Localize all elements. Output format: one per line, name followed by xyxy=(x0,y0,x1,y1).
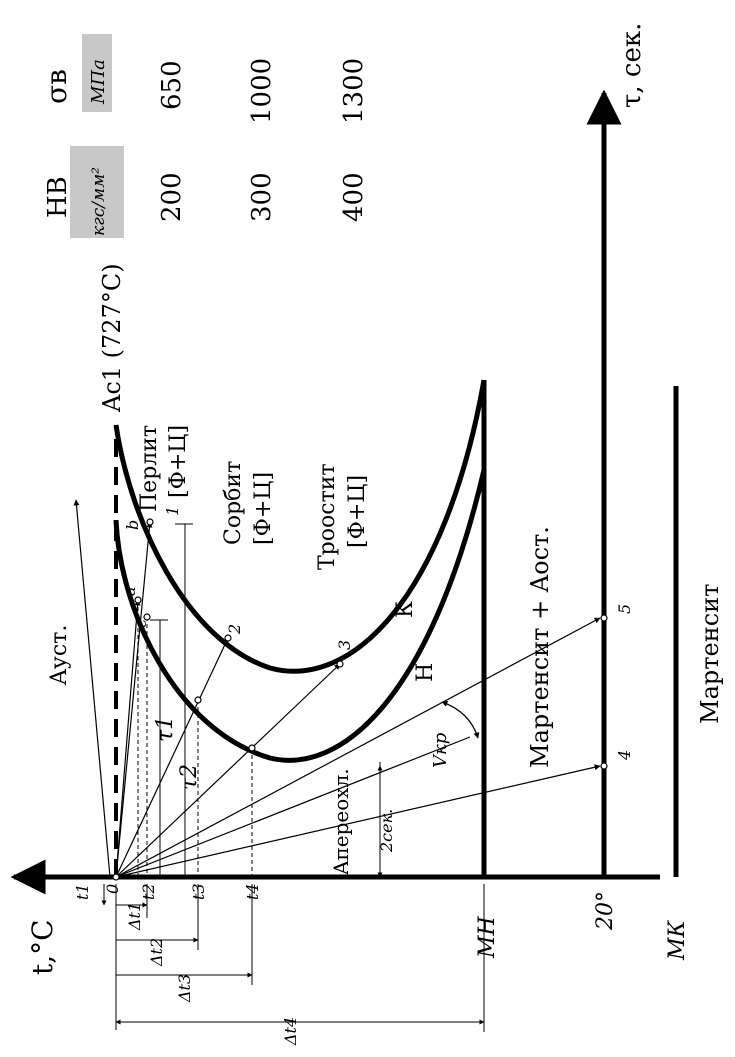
hb-value-400: 400 xyxy=(339,172,369,222)
delta-brackets xyxy=(101,884,485,1032)
hb-value-200: 200 xyxy=(157,172,187,222)
troostite-phase-label: [Ф+Ц] xyxy=(345,475,370,548)
point-a: a xyxy=(120,586,139,596)
hb-value-300: 300 xyxy=(247,172,277,222)
sorbite-label: Сорбит xyxy=(221,461,246,545)
delta-t4-label: Δt4 xyxy=(281,1017,300,1046)
martensite-residual-label: Мартенсит + Aост. xyxy=(526,526,554,768)
curve-start-h xyxy=(113,469,487,763)
tick-t2: t2 xyxy=(139,883,158,900)
point-b: b xyxy=(123,520,142,530)
point-3: 3 xyxy=(335,640,354,650)
tick-mn: MН xyxy=(475,915,500,959)
curve-start-label: Н xyxy=(413,663,438,682)
pearlite-label: Перлит xyxy=(137,425,162,512)
vkr-arrow xyxy=(441,700,480,739)
tick-t3: t3 xyxy=(189,883,208,900)
curve-end-k xyxy=(113,379,487,674)
point-4: 4 xyxy=(615,750,634,761)
pearlite-phase-label: [Ф+Ц] xyxy=(166,425,191,498)
point-c: c xyxy=(131,619,150,628)
point-1: 1 xyxy=(163,506,182,516)
point-origin: 0 xyxy=(103,884,122,894)
supercooled-label: Aпереохл. xyxy=(329,768,353,876)
delta-t1-label: Δt1 xyxy=(125,902,144,931)
sigma-unit-box xyxy=(82,34,112,112)
tick-t1: t1 xyxy=(73,883,92,900)
hb-header: HB xyxy=(43,176,73,218)
hb-unit-box xyxy=(70,146,124,238)
cooling-rays xyxy=(73,499,601,878)
martensite-label: Мартенсит xyxy=(696,584,724,724)
sigma-unit: МПа xyxy=(88,59,109,105)
curve-end-label: К xyxy=(393,601,418,618)
curve-points xyxy=(112,518,608,881)
two-sec-label: 2сек. xyxy=(377,809,396,853)
tau1-label: τ1 xyxy=(153,716,178,742)
delta-t2-label: Δt2 xyxy=(147,938,166,967)
hb-unit: кгс/мм² xyxy=(89,167,109,236)
temperature-axis-label: t,°C xyxy=(26,919,59,975)
ac1-label: Aс1 (727°C) xyxy=(98,263,126,413)
tick-mk: MК xyxy=(665,919,690,961)
austenite-stable-label: Aуст. xyxy=(47,625,72,686)
sigma-value-1300: 1300 xyxy=(339,58,369,124)
point-2: 2 xyxy=(225,624,244,635)
sigma-value-650: 650 xyxy=(157,60,187,110)
tau-brackets xyxy=(150,523,193,877)
sigma-value-1000: 1000 xyxy=(247,58,277,124)
vkr-label: Vкр xyxy=(430,732,451,768)
tau2-label: τ2 xyxy=(177,764,202,790)
tick-20: 20° xyxy=(593,891,618,931)
time-axis-label: τ, сек. xyxy=(617,23,647,108)
point-5: 5 xyxy=(615,604,634,614)
sorbite-phase-label: [Ф+Ц] xyxy=(251,472,276,545)
troostite-label: Троостит xyxy=(315,463,340,570)
tick-t4: t4 xyxy=(243,883,262,900)
delta-t3-label: Δt3 xyxy=(175,974,194,1003)
sigma-header: σв xyxy=(40,69,73,104)
